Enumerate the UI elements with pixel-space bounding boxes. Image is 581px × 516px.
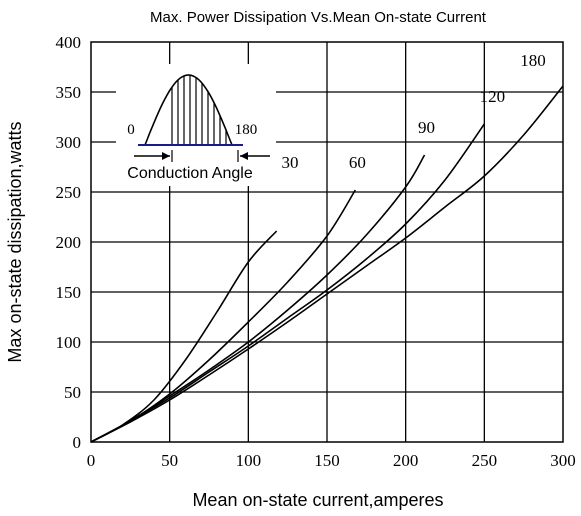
inset-sine-wave	[144, 74, 233, 146]
y-axis-label: Max on-state dissipation,watts	[5, 121, 25, 362]
plot-frame	[90, 41, 564, 443]
series-label-120: 120	[480, 87, 506, 106]
series-curves	[90, 85, 564, 443]
series-label-90: 90	[418, 118, 435, 137]
inset-end-label: 180	[235, 122, 258, 138]
inset-caption: Conduction Angle	[127, 165, 253, 182]
inset-start-label: 0	[127, 122, 135, 138]
y-tick-label: 150	[56, 283, 82, 302]
y-tick-label: 300	[56, 133, 82, 152]
series-curve-90	[90, 154, 426, 443]
inset-hatch-lines	[171, 75, 227, 145]
series-label-180: 180	[520, 51, 546, 70]
y-tick-label: 200	[56, 233, 82, 252]
series-curve-60	[90, 189, 357, 443]
series-curve-180	[90, 85, 564, 443]
series-label-60: 60	[349, 153, 366, 172]
y-tick-label: 350	[56, 83, 82, 102]
inset-left-arrowhead	[162, 152, 170, 160]
x-tick-label: 100	[236, 451, 262, 470]
y-tick-labels: 0 50 100 150 200 250 300 350 400	[56, 33, 82, 452]
x-tick-labels: 0 50 100 150 200 250 300	[87, 451, 576, 470]
series-curve-120	[90, 123, 485, 443]
y-tick-label: 100	[56, 333, 82, 352]
x-tick-label: 150	[314, 451, 340, 470]
series-labels: 30 60 90 120 180	[282, 51, 546, 172]
x-tick-label: 300	[550, 451, 576, 470]
conduction-angle-inset: 0 180 Conduction Angle	[116, 64, 276, 186]
y-tick-label: 50	[64, 383, 81, 402]
inset-right-arrowhead	[240, 152, 248, 160]
x-tick-label: 250	[472, 451, 498, 470]
y-tick-label: 250	[56, 183, 82, 202]
x-tick-label: 200	[393, 451, 419, 470]
y-tick-label: 400	[56, 33, 82, 52]
y-tick-label: 0	[73, 433, 82, 452]
x-tick-label: 0	[87, 451, 96, 470]
chart-title: Max. Power Dissipation Vs.Mean On-state …	[150, 9, 487, 26]
x-axis-label: Mean on-state current,amperes	[192, 490, 443, 510]
x-tick-label: 50	[161, 451, 178, 470]
series-label-30: 30	[282, 153, 299, 172]
